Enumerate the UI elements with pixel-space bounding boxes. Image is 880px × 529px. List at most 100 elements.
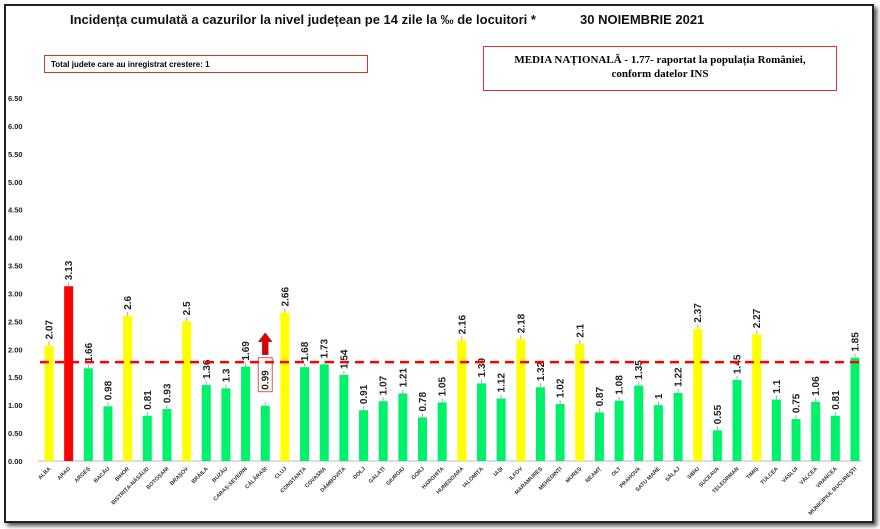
bar-botoșani <box>162 409 172 461</box>
bar-brașov <box>182 321 192 461</box>
y-tick-label: 0.50 <box>8 429 23 438</box>
bar-buzău <box>221 388 231 461</box>
data-label: 0.98 <box>103 380 114 400</box>
bar-teleorman <box>732 380 742 461</box>
category-label: SĂLAJ <box>664 465 682 483</box>
bar-maramureș <box>535 387 545 461</box>
data-label: 0.81 <box>831 390 842 410</box>
bar-argeș <box>83 368 93 461</box>
y-tick-label: 4.00 <box>8 234 23 243</box>
data-label: 1.08 <box>615 375 626 395</box>
bar-iași <box>496 398 506 461</box>
data-label: 2.16 <box>457 314 468 334</box>
data-label: 3.13 <box>64 260 75 280</box>
bar-dâmbovița <box>339 374 349 461</box>
y-tick-label: 4.50 <box>8 206 23 215</box>
national-average-line1: MEDIA NAȚIONALĂ - 1.77- raportat la popu… <box>514 54 806 66</box>
bar-vaslui <box>791 419 801 461</box>
data-label: 1.36 <box>202 359 213 379</box>
bar-alba <box>44 345 54 461</box>
data-label: 2.07 <box>45 319 56 339</box>
category-label: BUZĂU <box>211 465 230 484</box>
up-arrow-icon <box>257 332 273 355</box>
category-label: VASLUI <box>781 466 800 485</box>
bar-neamț <box>594 412 604 461</box>
y-tick-label: 5.00 <box>8 178 23 187</box>
bar-bihor <box>123 315 133 461</box>
category-label: ILFOV <box>509 466 525 482</box>
bar-municipiul-bucurești <box>850 357 860 461</box>
data-label: 1.68 <box>300 341 311 361</box>
bar-vâlcea <box>811 401 821 461</box>
data-label: 1.21 <box>398 368 409 388</box>
data-label: 1.07 <box>379 375 390 395</box>
category-label: GORJ <box>411 466 426 481</box>
bar-satu-mare <box>653 405 663 461</box>
data-label: 0.81 <box>143 390 154 410</box>
data-label: 2.6 <box>123 295 134 309</box>
bar-timiș <box>752 334 762 461</box>
data-label: 1 <box>654 393 665 399</box>
category-label: CARAȘ-SEVERIN <box>213 466 249 502</box>
data-label: 0.78 <box>418 392 429 412</box>
data-label: 1.3 <box>221 368 232 382</box>
y-tick-label: 0.00 <box>8 457 23 466</box>
category-label: IALOMIȚA <box>462 466 485 489</box>
bar-bistrița-năsăud <box>142 415 152 461</box>
bar-harghita <box>437 402 447 461</box>
data-label: 2.37 <box>693 303 704 323</box>
category-label: BACĂU <box>92 465 111 484</box>
data-label: 1.12 <box>497 373 508 393</box>
data-label: 1.06 <box>811 376 822 396</box>
data-label: 0.87 <box>595 387 606 407</box>
category-label: DOLJ <box>352 466 367 481</box>
data-label: 1.69 <box>241 341 252 361</box>
y-tick-label: 6.50 <box>8 94 23 103</box>
y-tick-label: 3.00 <box>8 289 23 298</box>
bar-sălaj <box>673 392 683 461</box>
bar-vrancea <box>830 415 840 461</box>
data-label: 2.18 <box>516 313 527 333</box>
data-label: 1.1 <box>772 379 783 393</box>
category-label: IAȘI <box>493 466 505 478</box>
category-label: BIHOR <box>114 466 131 483</box>
data-label: 1.39 <box>477 357 488 377</box>
category-label: BRĂILA <box>190 465 210 485</box>
category-label: NEAMȚ <box>585 466 604 485</box>
bar-călărași <box>260 405 270 461</box>
data-label: 2.1 <box>575 323 586 337</box>
data-label: 2.27 <box>752 308 763 328</box>
data-label: 1.85 <box>851 332 862 352</box>
y-tick-label: 3.50 <box>8 262 23 271</box>
bar-hunedoara <box>457 340 467 461</box>
category-label: SIBIU <box>687 466 702 481</box>
y-tick-label: 6.00 <box>8 122 23 131</box>
category-label: BISTRIȚA-NĂSĂUD <box>110 465 151 506</box>
y-tick-label: 2.50 <box>8 317 23 326</box>
increase-note: Total judete care au inregistrat crester… <box>44 55 368 73</box>
category-label: GALAȚI <box>368 466 387 485</box>
y-tick-label: 2.00 <box>8 345 23 354</box>
data-label: 2.5 <box>182 301 193 315</box>
bar-bacău <box>103 406 113 461</box>
data-label: 0.91 <box>359 384 370 404</box>
bar-olt <box>614 400 624 461</box>
category-label: BRAȘOV <box>169 466 190 487</box>
data-label: 1.35 <box>634 360 645 380</box>
bar-arad <box>64 286 74 461</box>
chart-title: Incidența cumulată a cazurilor la nivel … <box>70 12 536 27</box>
data-label: 1.22 <box>674 367 685 387</box>
bar-sibiu <box>693 328 703 461</box>
category-label: TULCEA <box>760 466 780 486</box>
bar-constanța <box>300 367 310 461</box>
national-average-note: MEDIA NAȚIONALĂ - 1.77- raportat la popu… <box>483 46 837 91</box>
category-label: TIMIȘ <box>746 466 761 481</box>
bar-tulcea <box>771 399 781 461</box>
bar-covasna <box>319 364 329 461</box>
data-label: 2.66 <box>280 287 291 307</box>
y-tick-label: 5.50 <box>8 150 23 159</box>
data-label: 1.02 <box>556 378 567 398</box>
data-label: 1.66 <box>84 342 95 362</box>
bar-suceava <box>712 430 722 461</box>
